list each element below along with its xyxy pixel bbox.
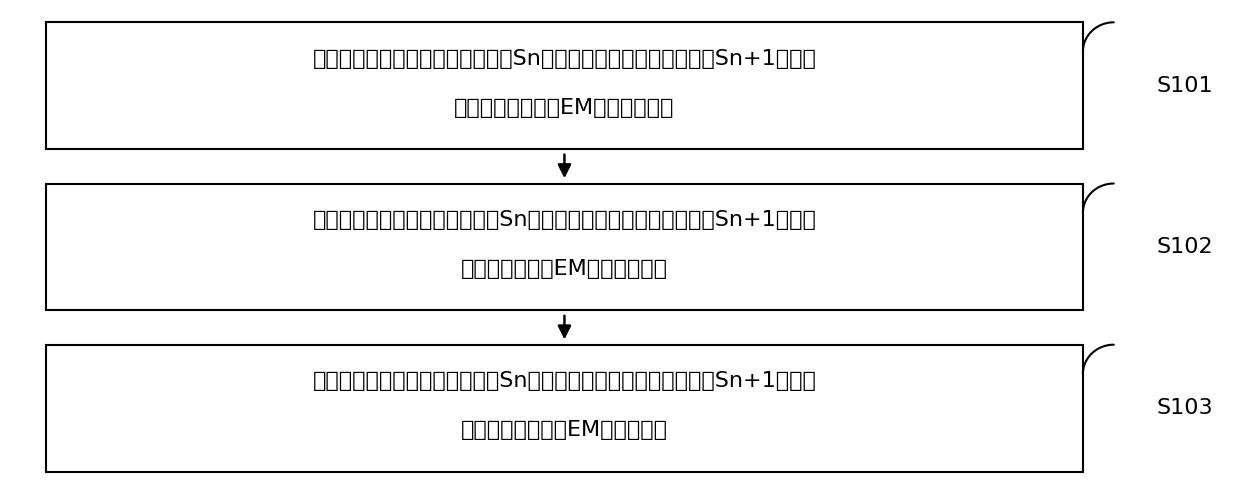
Text: S102: S102 <box>1157 237 1214 257</box>
FancyBboxPatch shape <box>46 345 1083 472</box>
Text: 信号，发光信号EM为非使能信号: 信号，发光信号EM为非使能信号 <box>461 259 668 279</box>
Text: 在初始化阶段中，第一扫描线信号Sn为使能信号，第二扫描线信号Sn+1为非使: 在初始化阶段中，第一扫描线信号Sn为使能信号，第二扫描线信号Sn+1为非使 <box>312 49 816 69</box>
Text: S101: S101 <box>1157 76 1214 96</box>
Text: 能信号，发光信号EM为使能信号: 能信号，发光信号EM为使能信号 <box>461 420 668 440</box>
Text: 能信号，发光信号EM为非使能信号: 能信号，发光信号EM为非使能信号 <box>454 98 675 118</box>
FancyBboxPatch shape <box>46 183 1083 311</box>
FancyBboxPatch shape <box>46 22 1083 149</box>
Text: S103: S103 <box>1157 398 1214 418</box>
Text: 在调节阶段中，第一扫描线信号Sn为非使能信号，第二扫描线信号Sn+1为使能: 在调节阶段中，第一扫描线信号Sn为非使能信号，第二扫描线信号Sn+1为使能 <box>312 210 816 230</box>
Text: 在发光阶段中，第一扫描线信号Sn为非使能信号，第二扫描线信号Sn+1为非使: 在发光阶段中，第一扫描线信号Sn为非使能信号，第二扫描线信号Sn+1为非使 <box>312 371 816 391</box>
